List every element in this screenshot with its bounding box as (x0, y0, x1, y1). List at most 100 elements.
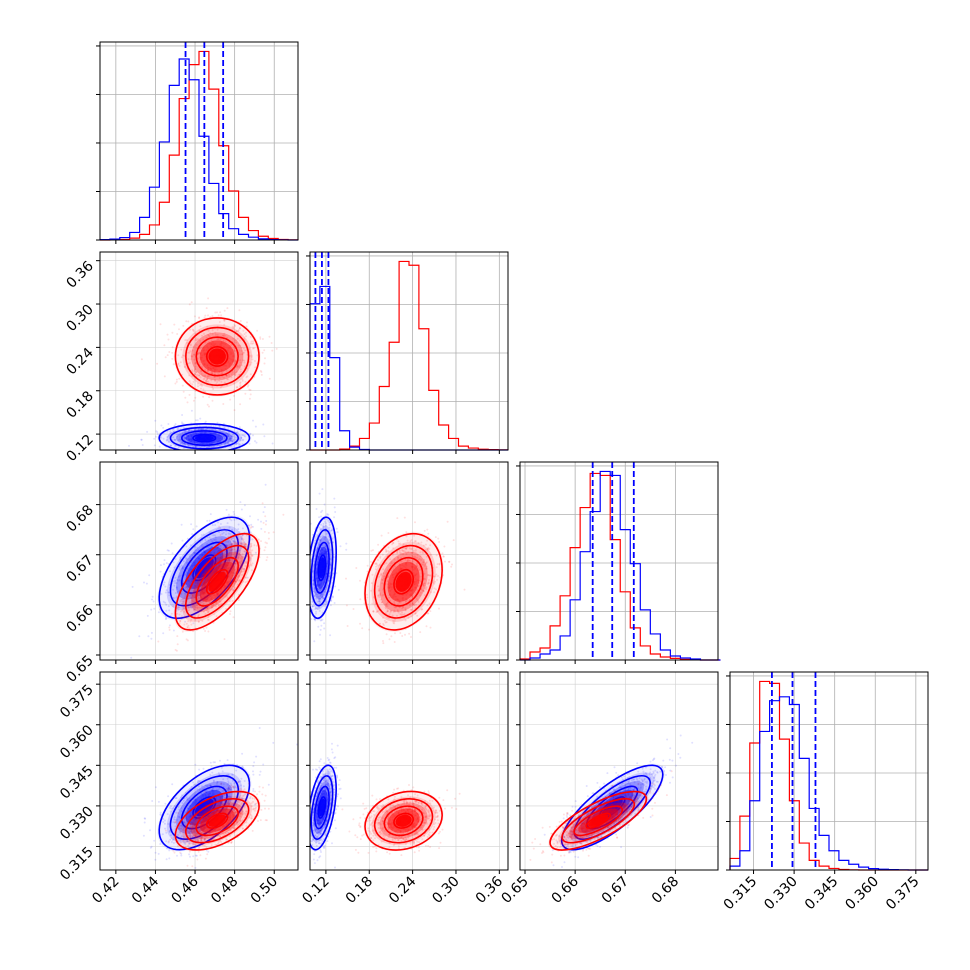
scatter-point (190, 828, 193, 831)
scatter-point (256, 329, 259, 332)
scatter-point (188, 393, 191, 396)
scatter-point (181, 539, 184, 542)
scatter-point (151, 595, 154, 598)
scatter-point (197, 594, 200, 596)
scatter-point (244, 545, 247, 548)
scatter-point (173, 836, 175, 839)
scatter-point (313, 595, 316, 598)
joint-panel-0-1: 0.120.180.240.300.36 (63, 251, 299, 465)
scatter-point (306, 563, 308, 565)
scatter-point (234, 550, 237, 553)
scatter-point (311, 577, 314, 580)
scatter-point (249, 342, 252, 345)
scatter-point (260, 520, 262, 523)
scatter-point (200, 831, 203, 834)
scatter-point (188, 429, 191, 431)
scatter-point (234, 325, 237, 327)
scatter-point (187, 604, 189, 607)
scatter-point (182, 839, 185, 842)
scatter-point (179, 556, 182, 559)
scatter-point (237, 330, 239, 333)
scatter-point (238, 796, 241, 798)
scatter-point (154, 858, 157, 861)
scatter-point (319, 535, 322, 538)
x-tick-label: 0.315 (721, 874, 761, 914)
scatter-point (188, 564, 191, 567)
scatter-point (171, 783, 174, 786)
scatter-point (207, 609, 210, 612)
scatter-point (195, 419, 197, 422)
scatter-point (169, 430, 172, 433)
scatter-point (198, 352, 201, 354)
y-tick-label: 0.68 (63, 502, 96, 535)
scatter-point (206, 543, 209, 546)
scatter-point (227, 787, 230, 790)
scatter-point (226, 374, 228, 377)
scatter-point (198, 606, 201, 609)
scatter-point (237, 781, 240, 784)
scatter-point (232, 589, 235, 592)
scatter-point (261, 502, 264, 505)
scatter-point (159, 843, 162, 845)
scatter-point (234, 360, 237, 363)
scatter-point (192, 830, 195, 832)
scatter-point (234, 553, 237, 556)
scatter-point (149, 829, 151, 832)
scatter-point (204, 784, 207, 787)
scatter-point (306, 580, 308, 582)
scatter-point (232, 809, 235, 812)
scatter-point (199, 837, 202, 840)
scatter-point (234, 360, 237, 363)
scatter-point (231, 599, 234, 602)
histogram-blue (729, 696, 928, 871)
scatter-point (177, 433, 180, 436)
scatter-point (241, 570, 244, 573)
scatter-point (254, 551, 257, 554)
scatter-point (222, 783, 225, 786)
scatter-point (249, 373, 252, 376)
scatter-point (232, 327, 235, 330)
scatter-point (190, 826, 193, 829)
scatter-point (345, 548, 348, 551)
scatter-point (316, 607, 319, 610)
scatter-point (211, 524, 214, 527)
scatter-point (238, 568, 241, 570)
scatter-point (210, 454, 212, 456)
scatter-point (241, 537, 243, 539)
scatter-point (183, 821, 186, 824)
scatter-point (189, 594, 191, 597)
scatter-point (324, 545, 327, 548)
scatter-point (229, 589, 231, 591)
scatter-point (194, 824, 197, 827)
scatter-point (201, 428, 204, 430)
scatter-point (217, 444, 219, 447)
scatter-point (318, 516, 321, 519)
scatter-point (160, 424, 163, 427)
scatter-point (195, 525, 198, 528)
scatter-point (314, 535, 317, 538)
scatter-point (229, 559, 232, 562)
scatter-point (215, 798, 218, 801)
scatter-point (172, 629, 175, 632)
scatter-point (230, 435, 233, 438)
scatter-point (263, 530, 266, 533)
scatter-point (241, 765, 244, 768)
scatter-point (250, 563, 253, 566)
scatter-point (183, 610, 186, 613)
scatter-point (227, 789, 230, 792)
scatter-point (241, 805, 244, 808)
scatter-point (235, 568, 238, 571)
scatter-point (205, 626, 208, 629)
scatter-point (246, 375, 249, 378)
scatter-point (204, 837, 207, 840)
x-tick-label: 0.330 (761, 874, 801, 914)
scatter-point (318, 590, 321, 593)
scatter-point (234, 816, 237, 819)
scatter-point (198, 577, 201, 580)
scatter-point (224, 550, 227, 553)
scatter-point (209, 561, 212, 564)
scatter-point (188, 797, 191, 800)
scatter-point (228, 439, 231, 442)
scatter-point (265, 559, 268, 562)
scatter-point (189, 544, 192, 547)
